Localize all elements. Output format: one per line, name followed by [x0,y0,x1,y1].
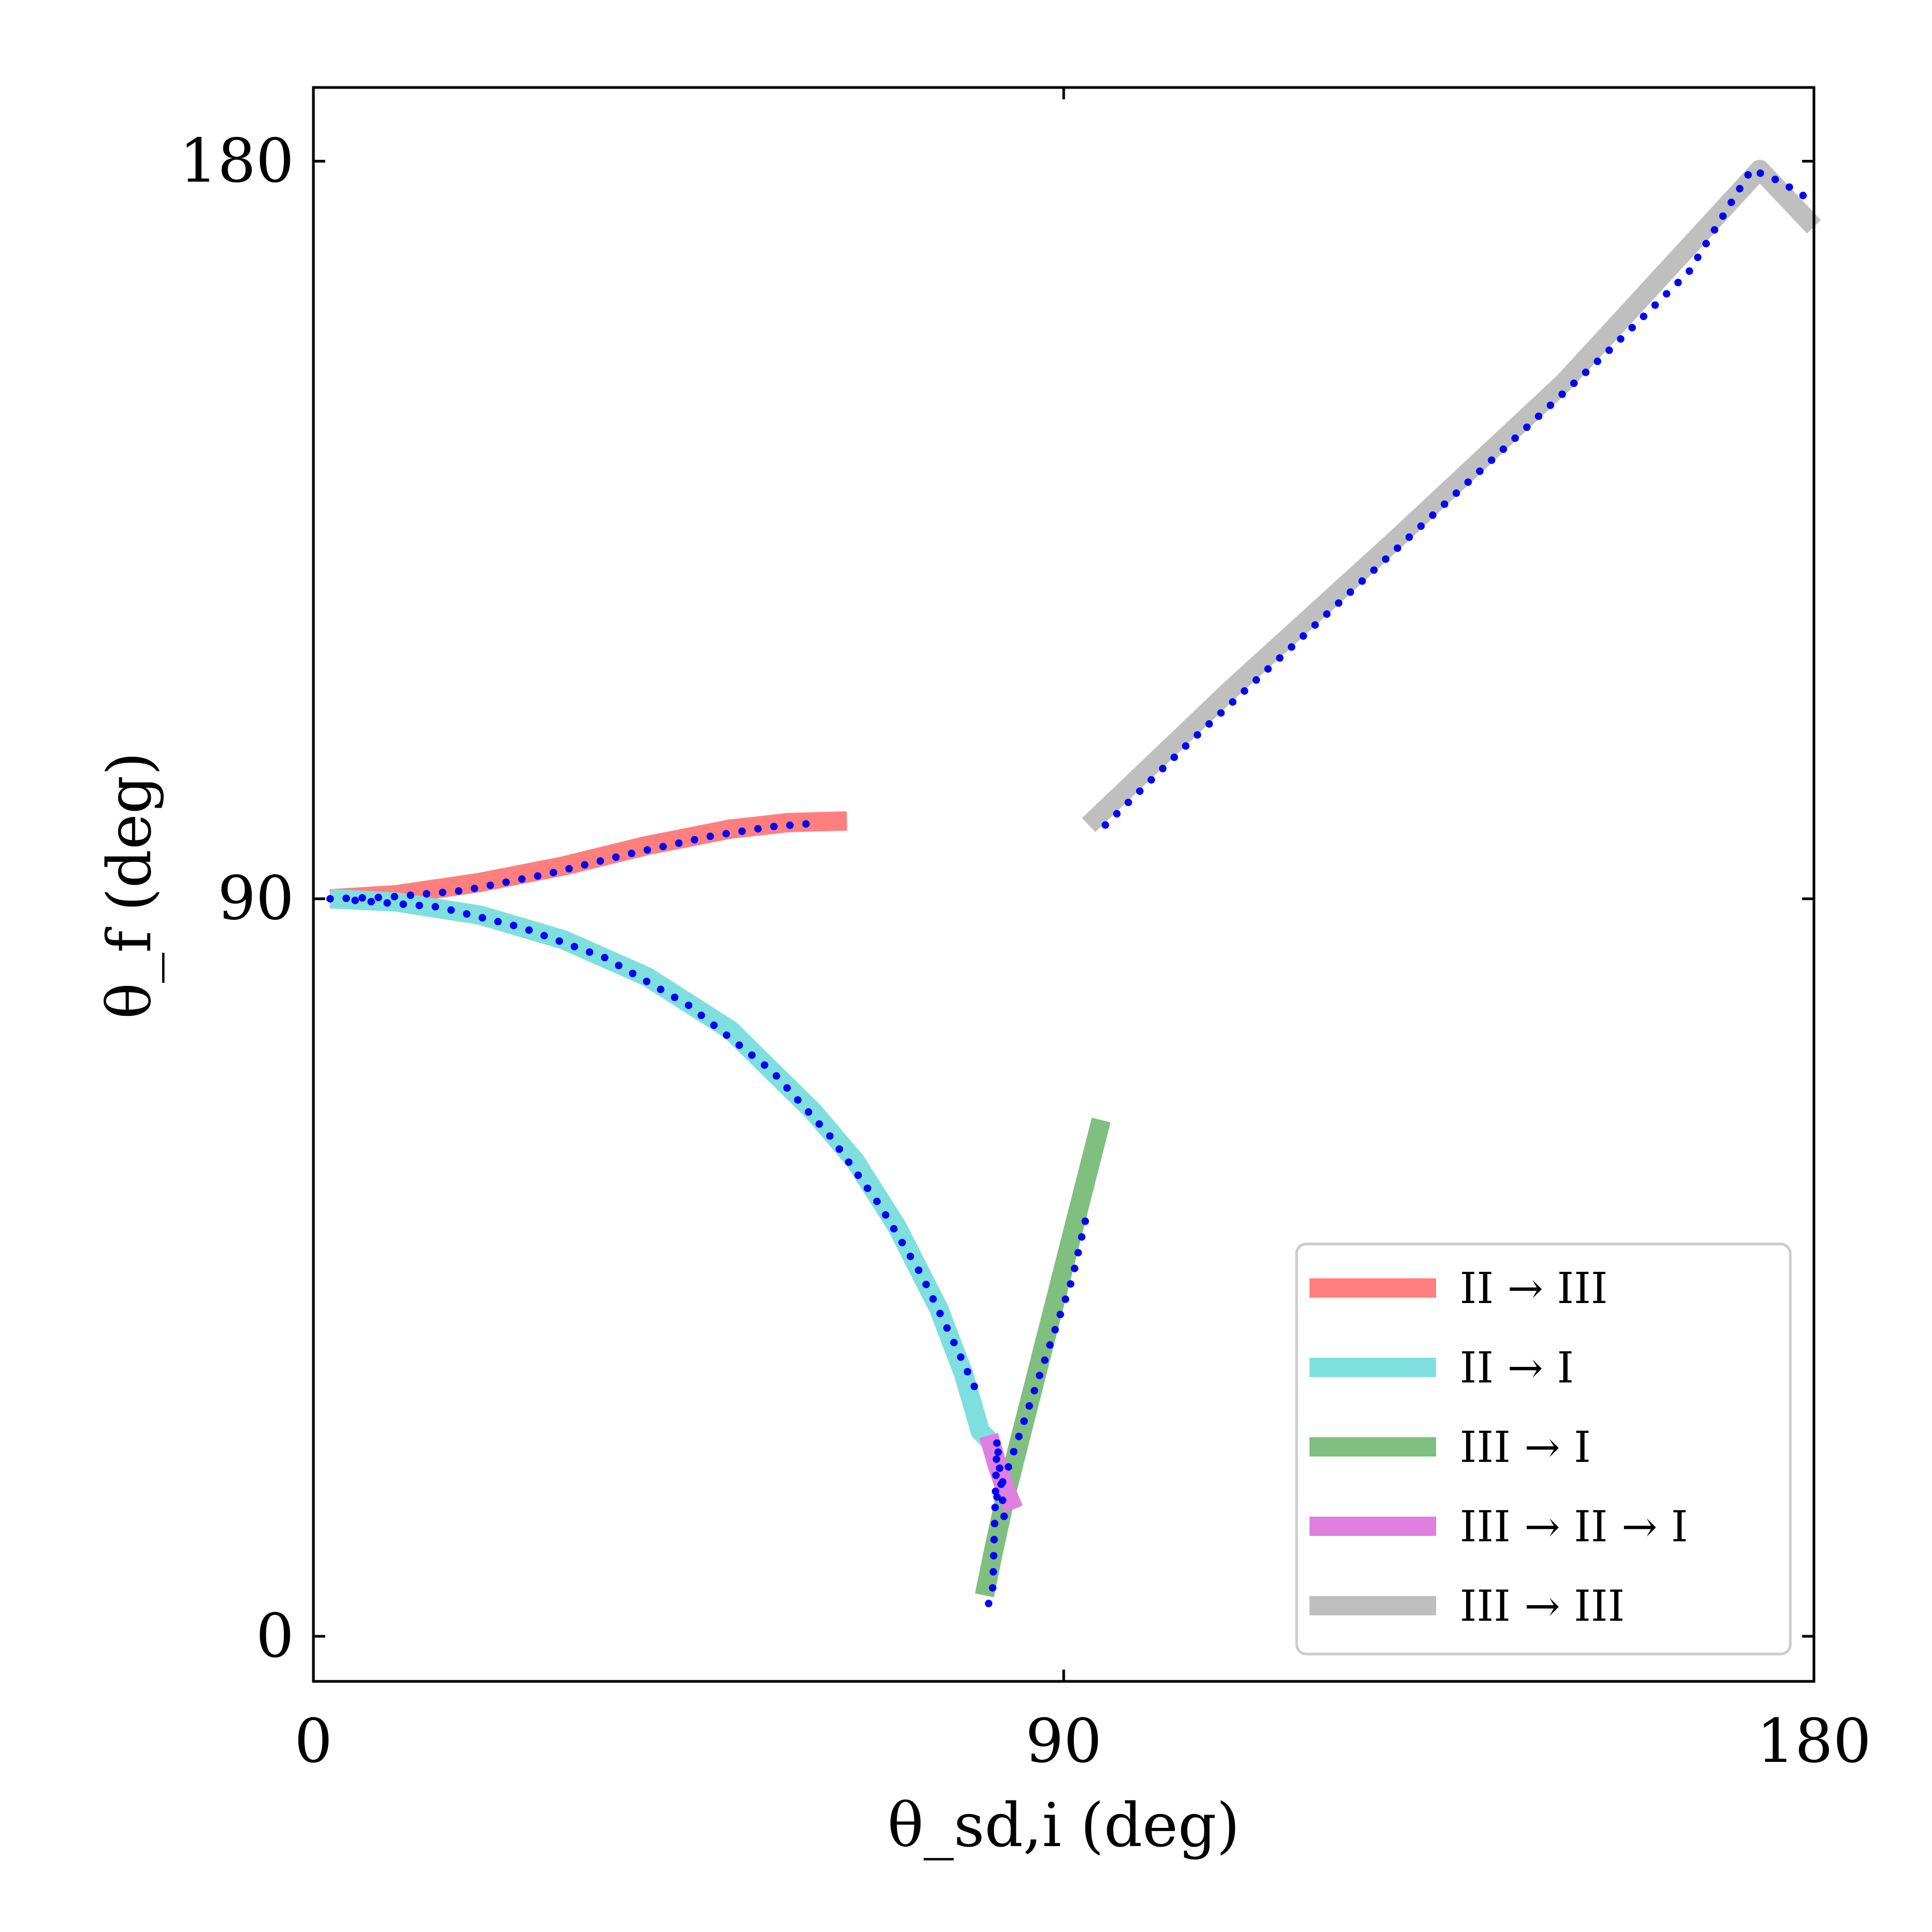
legend: II → III II → I III → I III → II → I III → I… [1295,1242,1792,1656]
y-tick-label: 0 [256,1601,294,1671]
series-line-2 [330,889,996,1447]
x-tick-label: 180 [1757,1707,1871,1776]
x-axis-label: θ_sd,i (deg) [888,1791,1240,1861]
legend-box [1295,1242,1792,1656]
dotted-marker-line-5 [1101,164,1818,829]
series-line-5 [1082,159,1821,832]
x-tick-label: 0 [294,1707,332,1776]
x-tick-label: 90 [1026,1707,1102,1776]
marker-layer [326,164,1818,1607]
y-tick-label: 90 [217,864,294,934]
series-line-3 [975,1117,1111,1598]
legend-label-5: III → III [1460,1581,1625,1631]
legend-items: II → III II → I III → I III → II → I III → I… [1309,1263,1688,1631]
dotted-marker-line-3 [993,1202,1093,1501]
dotted-marker-line-2 [351,896,980,1394]
legend-label-4: III → II → I [1460,1502,1688,1552]
series-line-4 [979,1432,1023,1513]
dotted-marker-line-4 [985,1439,1009,1607]
tick-layer: 0 90 180 0 90 180 [179,87,1871,1776]
legend-label-3: III → I [1460,1422,1591,1472]
legend-label-2: II → I [1460,1343,1574,1393]
series-line-1 [330,811,847,909]
legend-label-1: II → III [1460,1263,1608,1313]
y-axis-label: θ_f (deg) [95,752,165,1019]
y-tick-label: 180 [179,126,294,196]
